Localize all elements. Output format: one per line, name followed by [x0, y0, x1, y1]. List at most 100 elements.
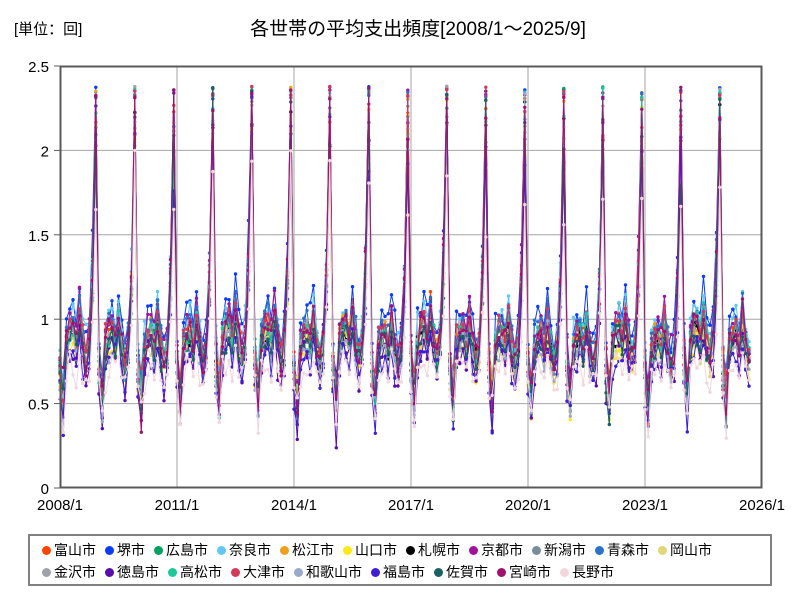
series-marker: [308, 370, 312, 374]
legend-item-広島市[interactable]: 広島市: [154, 543, 208, 557]
legend-item-札幌市[interactable]: 札幌市: [406, 543, 460, 557]
series-marker: [581, 323, 585, 327]
series-marker: [172, 207, 176, 212]
series-marker: [653, 356, 657, 360]
series-marker: [77, 285, 82, 289]
series-marker: [601, 95, 605, 100]
legend-item-青森市[interactable]: 青森市: [595, 543, 649, 557]
series-marker: [575, 333, 579, 337]
series-marker: [731, 321, 735, 326]
series-marker: [116, 355, 121, 359]
series-marker: [396, 380, 400, 385]
series-marker: [591, 378, 595, 383]
series-marker: [539, 314, 543, 318]
legend-label: 山口市: [355, 542, 397, 558]
series-marker: [669, 363, 673, 367]
series-marker: [110, 314, 114, 318]
series-marker: [415, 351, 420, 355]
series-marker: [477, 369, 481, 374]
series-marker: [77, 314, 82, 318]
series-marker: [653, 326, 657, 331]
series-marker: [627, 378, 631, 382]
series-marker: [162, 399, 166, 403]
series-marker: [282, 328, 286, 332]
series-marker: [370, 390, 374, 394]
legend-item-宮崎市[interactable]: 宮崎市: [497, 565, 551, 579]
legend-item-佐賀市[interactable]: 佐賀市: [434, 565, 488, 579]
legend-item-堺市[interactable]: 堺市: [105, 543, 145, 557]
series-marker: [734, 345, 738, 349]
series-marker: [584, 330, 589, 334]
series-marker: [692, 312, 696, 316]
series-marker: [383, 363, 387, 367]
series-marker: [653, 341, 657, 345]
series-marker: [295, 411, 299, 415]
series-marker: [406, 93, 410, 98]
series-marker: [536, 304, 540, 309]
legend-item-長野市[interactable]: 長野市: [560, 565, 614, 579]
legend-item-富山市[interactable]: 富山市: [42, 543, 96, 557]
legend-item-和歌山市[interactable]: 和歌山市: [294, 565, 362, 579]
legend-item-岡山市[interactable]: 岡山市: [658, 543, 712, 557]
series-marker: [383, 323, 387, 327]
series-marker: [734, 362, 738, 367]
legend-item-山口市[interactable]: 山口市: [343, 543, 397, 557]
series-marker: [64, 379, 69, 383]
legend-item-大津市[interactable]: 大津市: [231, 565, 285, 579]
series-marker: [344, 312, 348, 317]
series-marker: [640, 107, 644, 112]
series-marker: [295, 396, 299, 400]
series-marker: [318, 386, 322, 390]
series-marker: [84, 378, 88, 382]
legend-marker-icon: [595, 545, 604, 555]
series-marker: [623, 292, 628, 297]
series-marker: [211, 109, 215, 113]
series-group: [58, 84, 751, 450]
series-marker: [724, 365, 728, 369]
series-marker: [107, 355, 111, 359]
series-marker: [315, 362, 319, 366]
series-marker: [227, 307, 231, 311]
series-marker: [718, 90, 722, 95]
legend-item-京都市[interactable]: 京都市: [469, 543, 523, 557]
legend-item-福島市[interactable]: 福島市: [371, 565, 425, 579]
legend-item-新潟市[interactable]: 新潟市: [532, 543, 586, 557]
series-marker: [354, 314, 358, 319]
series-marker: [84, 384, 88, 388]
series-marker: [568, 418, 572, 422]
series-marker: [727, 328, 732, 333]
legend-item-高松市[interactable]: 高松市: [168, 565, 222, 579]
series-marker: [152, 320, 156, 324]
series-marker: [695, 332, 699, 336]
xtick-label: 2026/1: [739, 497, 785, 514]
series-marker: [211, 86, 215, 90]
series-marker: [471, 342, 475, 346]
series-marker: [113, 354, 118, 359]
legend-item-奈良市[interactable]: 奈良市: [217, 543, 271, 557]
series-marker: [71, 373, 75, 377]
series-marker: [152, 378, 156, 382]
series-marker: [64, 317, 69, 321]
legend-item-松江市[interactable]: 松江市: [280, 543, 334, 557]
series-marker: [578, 323, 582, 327]
series-marker: [224, 312, 228, 316]
series-marker: [708, 390, 712, 394]
series-marker: [490, 410, 494, 414]
series-marker: [263, 353, 267, 357]
series-marker: [523, 202, 527, 207]
series-marker: [107, 337, 111, 341]
series-marker: [581, 336, 585, 340]
series-marker: [493, 343, 498, 347]
series-marker: [688, 316, 693, 320]
series-marker: [458, 324, 462, 329]
ytick-label: 1.5: [28, 228, 49, 245]
series-marker: [594, 384, 598, 388]
series-marker: [623, 357, 628, 361]
series-marker: [445, 87, 449, 92]
legend-item-金沢市[interactable]: 金沢市: [42, 565, 96, 579]
series-marker: [305, 329, 309, 333]
series-marker: [552, 388, 556, 392]
series-marker: [422, 316, 426, 320]
legend-item-徳島市[interactable]: 徳島市: [105, 565, 159, 579]
series-marker: [266, 322, 270, 326]
